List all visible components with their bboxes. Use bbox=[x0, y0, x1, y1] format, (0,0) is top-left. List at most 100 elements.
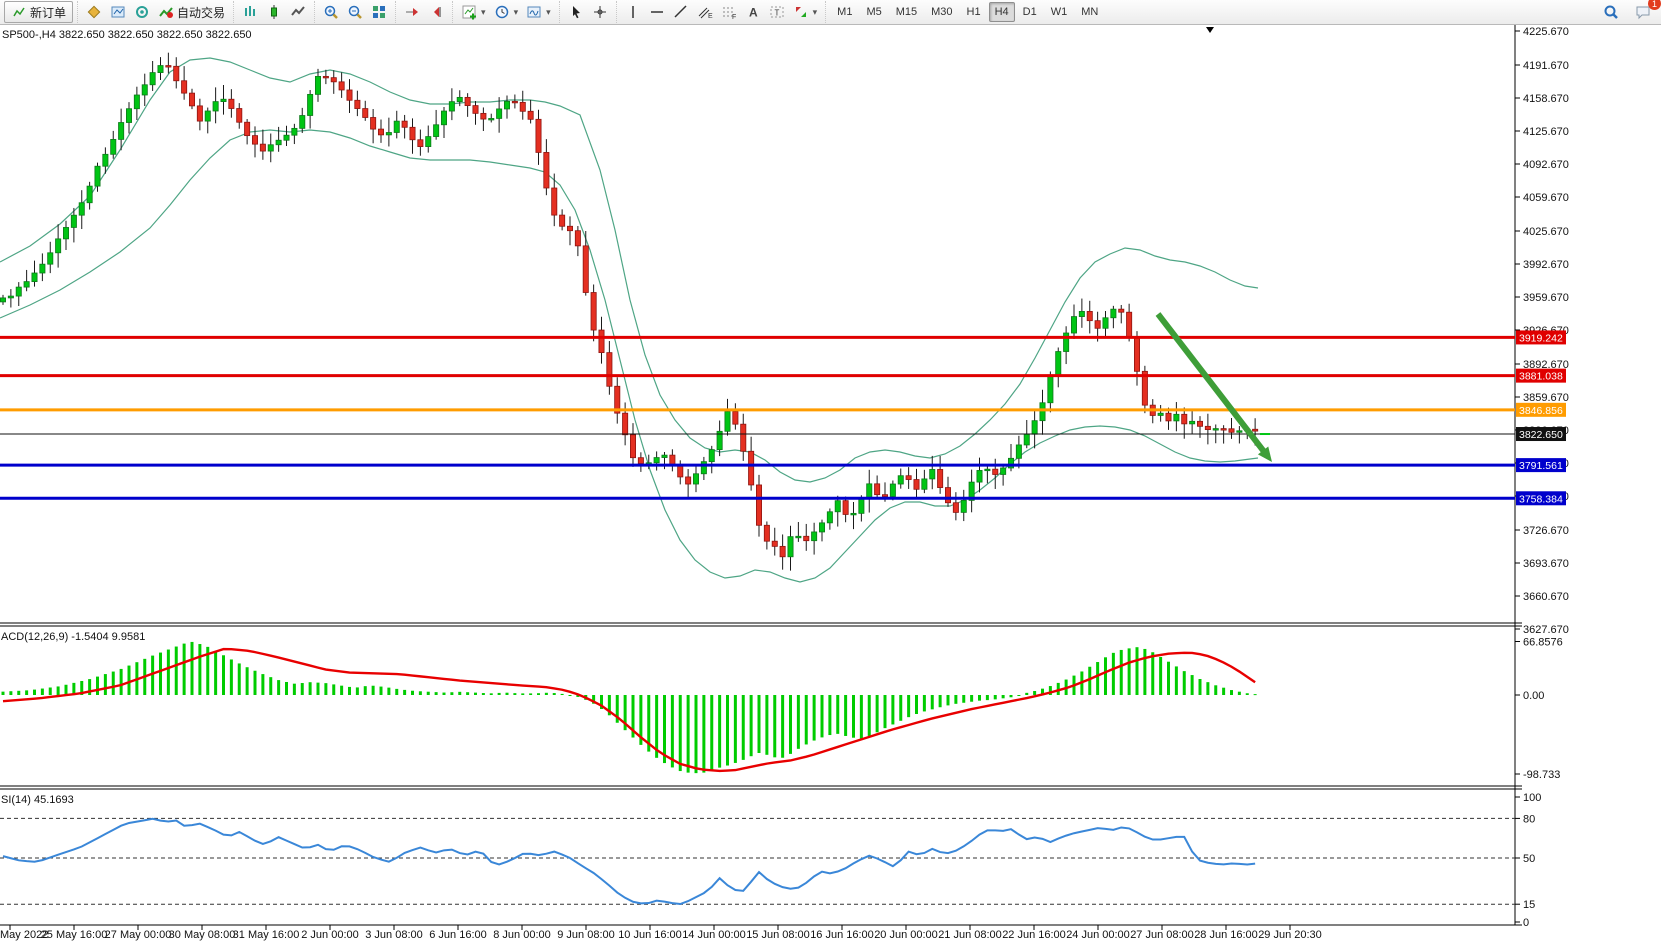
chevron-down-icon[interactable]: ▾ bbox=[481, 6, 486, 17]
bar-chart-button[interactable] bbox=[238, 1, 262, 23]
chevron-down-icon[interactable]: ▾ bbox=[546, 6, 551, 17]
template-icon bbox=[527, 6, 541, 18]
candle-up bbox=[724, 411, 731, 432]
toolbar-group: E F A T ▾ bbox=[615, 1, 826, 23]
candle-down bbox=[354, 99, 361, 109]
macd-histogram-bar bbox=[757, 695, 761, 753]
macd-histogram-bar bbox=[300, 683, 304, 695]
candle-up bbox=[15, 286, 22, 297]
timeframe-m30[interactable]: M30 bbox=[931, 6, 953, 18]
macd-histogram-bar bbox=[529, 693, 533, 695]
macd-histogram-bar bbox=[1104, 657, 1107, 695]
new-order-button[interactable]: 新订单 bbox=[4, 1, 74, 23]
chart-shift-button[interactable] bbox=[400, 1, 424, 23]
macd-histogram-bar bbox=[670, 695, 674, 768]
metaeditor-button[interactable] bbox=[82, 1, 106, 23]
macd-histogram-bar bbox=[915, 695, 918, 714]
chevron-down-icon[interactable]: ▾ bbox=[513, 6, 519, 17]
timeframe-h4[interactable]: H4 bbox=[988, 2, 1015, 22]
macd-histogram-bar bbox=[159, 652, 162, 695]
candle-up bbox=[1023, 433, 1030, 446]
macd-histogram-bar bbox=[773, 695, 777, 758]
resistance-line-2-price-label: 3881.038 bbox=[1519, 371, 1563, 383]
candle-up bbox=[314, 75, 321, 95]
macd-tick-label: -98.733 bbox=[1523, 769, 1560, 781]
pivot-line-price-box bbox=[1516, 402, 1566, 417]
macd-histogram-bar bbox=[615, 695, 619, 723]
chat-button[interactable]: 1 bbox=[1631, 0, 1661, 23]
candle-down bbox=[874, 483, 881, 496]
candle-up bbox=[858, 498, 865, 514]
macd-histogram-bar bbox=[600, 695, 603, 709]
candle-up bbox=[1078, 311, 1085, 317]
chevron-down-icon[interactable]: ▾ bbox=[812, 6, 818, 17]
vertical-line-button[interactable] bbox=[621, 1, 645, 23]
candle-up bbox=[787, 536, 794, 558]
timeframe-m15[interactable]: M15 bbox=[895, 6, 918, 18]
signals-button[interactable] bbox=[130, 1, 154, 23]
timeframe-mn[interactable]: MN bbox=[1081, 6, 1099, 18]
candle-up bbox=[826, 511, 833, 524]
candle-up bbox=[716, 430, 723, 451]
macd-histogram-bar bbox=[245, 667, 249, 695]
new-order-button-label: 新订单 bbox=[30, 5, 67, 20]
trend-arrow[interactable] bbox=[1155, 312, 1272, 462]
auto-scroll-button[interactable] bbox=[424, 1, 448, 23]
text-button[interactable]: A bbox=[741, 1, 765, 23]
cursor-button[interactable] bbox=[564, 1, 588, 23]
candle-down bbox=[882, 494, 889, 497]
macd-histogram-bar bbox=[568, 695, 572, 696]
macd-histogram-bar bbox=[434, 692, 438, 695]
timeframe-m1[interactable]: M1 bbox=[837, 6, 853, 18]
time-tick-label: 6 Jun 16:00 bbox=[429, 929, 487, 941]
clock-icon bbox=[495, 5, 508, 19]
macd-histogram-bar bbox=[88, 679, 92, 695]
search-button[interactable] bbox=[1599, 1, 1623, 23]
timeframe-w1[interactable]: W1 bbox=[1050, 6, 1068, 18]
label-button[interactable]: T bbox=[765, 1, 789, 23]
macd-histogram-bar bbox=[458, 691, 462, 695]
price-tick-label: 4059.670 bbox=[1523, 192, 1569, 204]
rsi-tick-label: 80 bbox=[1523, 813, 1535, 825]
line-chart-button[interactable] bbox=[286, 1, 310, 23]
timeframe-h1[interactable]: H1 bbox=[966, 6, 981, 18]
candle-down bbox=[1204, 425, 1211, 430]
candle-up bbox=[78, 202, 85, 216]
horizontal-line-button[interactable] bbox=[645, 1, 669, 23]
macd-histogram-bar bbox=[922, 695, 926, 712]
timeframe-d1[interactable]: D1 bbox=[1022, 6, 1037, 18]
candle-up bbox=[118, 122, 125, 140]
autotrade-button[interactable]: 自动交易 bbox=[154, 1, 229, 23]
candle-up bbox=[7, 295, 14, 299]
crosshair-button[interactable] bbox=[588, 1, 612, 23]
indicators-button[interactable]: ▾ bbox=[457, 1, 490, 23]
periods-button[interactable]: ▾ bbox=[490, 1, 523, 23]
macd-histogram-bar bbox=[804, 695, 808, 745]
templates-button[interactable]: ▾ bbox=[522, 1, 555, 23]
candle-down bbox=[244, 121, 251, 137]
timeframe-m5[interactable]: M5 bbox=[866, 6, 882, 18]
candle-up bbox=[102, 153, 109, 167]
candle-down bbox=[732, 411, 739, 425]
vline-icon bbox=[631, 6, 634, 18]
fibonacci-button[interactable]: F bbox=[717, 1, 741, 23]
candle-chart-button[interactable] bbox=[262, 1, 286, 23]
trendline-button[interactable] bbox=[669, 1, 693, 23]
zoom-in-button[interactable] bbox=[319, 1, 343, 23]
market-profile-button[interactable] bbox=[106, 1, 130, 23]
tile-windows-button[interactable] bbox=[367, 1, 391, 23]
arrows-button[interactable]: ▾ bbox=[789, 1, 822, 23]
zoom-out-button[interactable] bbox=[343, 1, 367, 23]
macd-histogram-bar bbox=[710, 695, 714, 771]
toolbar-group bbox=[314, 1, 395, 23]
time-tick-label: 8 Jun 00:00 bbox=[493, 929, 551, 941]
rsi-tick-label: 15 bbox=[1523, 899, 1535, 911]
macd-histogram-bar bbox=[363, 686, 367, 695]
macd-histogram-bar bbox=[355, 687, 359, 695]
candle-up bbox=[70, 214, 77, 228]
price-tick-label: 3859.670 bbox=[1523, 392, 1569, 404]
channel-button[interactable]: E bbox=[693, 1, 717, 23]
candle-up bbox=[1110, 308, 1117, 319]
